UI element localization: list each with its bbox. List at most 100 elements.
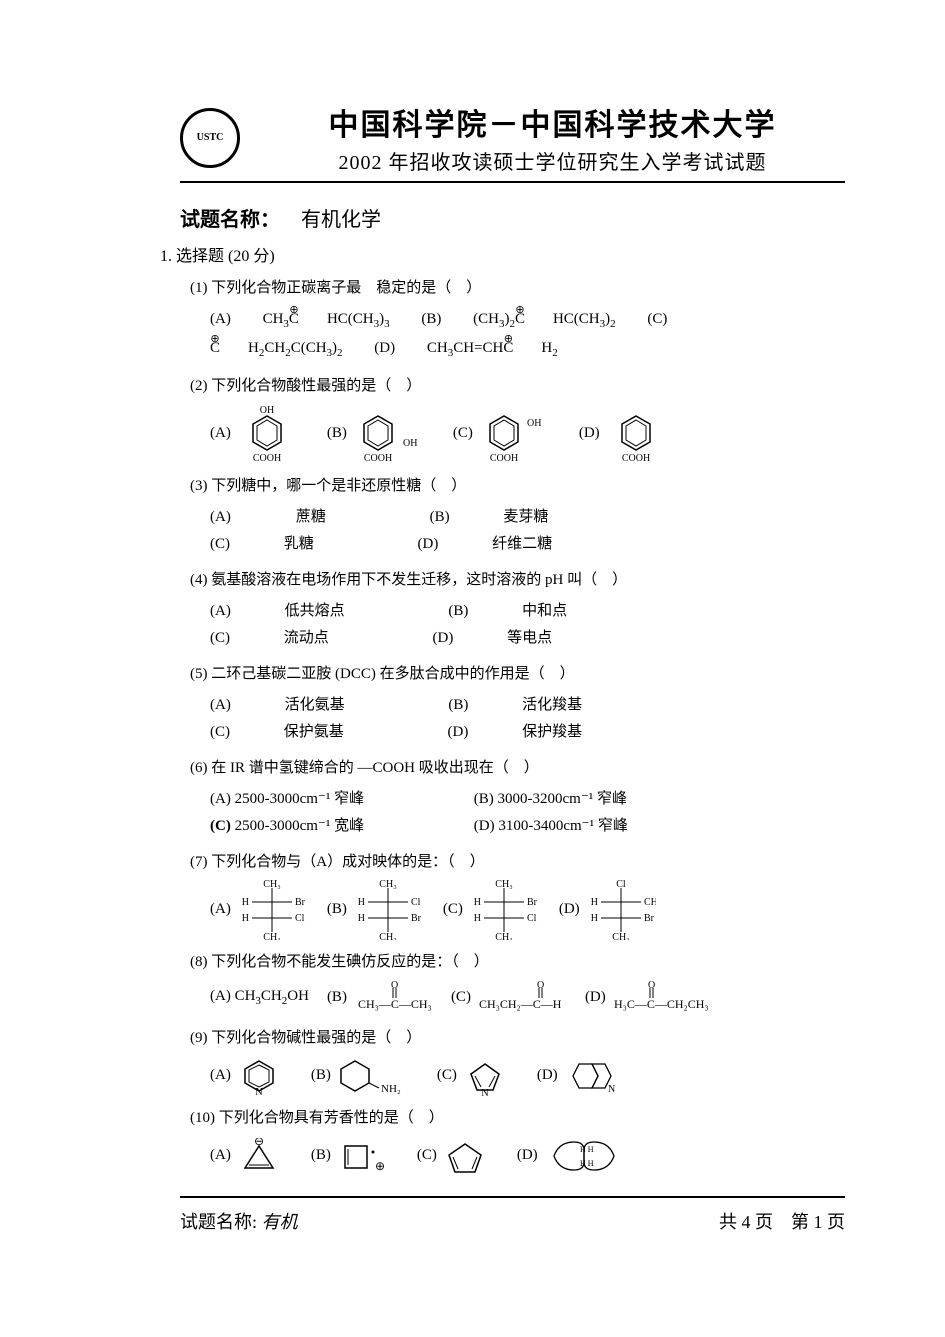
svg-text:O: O [391,980,398,991]
benzene-oh-meta-cooh-icon: OH COOH [479,404,549,464]
q7-opt-a: (A) CH₃ H Br H Cl CH₃ [210,880,307,940]
q5-options: (A) 活化氨基 (B) 活化羧基 (C) 保护氨基 (D) 保护羧基 [210,692,845,746]
cyclopentadiene-icon [443,1138,487,1174]
q6-opt-a: (A) 2500-3000cm⁻¹ 窄峰 [210,786,470,813]
benzene-cooh-icon: COOH [606,404,666,464]
footer-left-label: 试题名称: [180,1212,257,1232]
svg-text:COOH: COOH [364,453,392,464]
q-num: (8) [190,954,208,970]
svg-text:CH₃: CH₃ [263,932,280,940]
q-num: (4) [190,572,208,588]
fischer-b-icon: CH₃ H Cl H Br CH₃ [353,880,423,940]
footer: 试题名称: 有机 共 4 页 第 1 页 [180,1208,845,1234]
q-text: 下列化合物不能发生碘仿反应的是：（ ） [211,954,489,970]
svg-text:CH₃CH₂—C—H: CH₃CH₂—C—H [479,997,562,1011]
q3-opt-b: (B) 麦芽糖 [430,504,599,531]
svg-text:COOH: COOH [490,453,518,464]
q-num: (7) [190,854,208,870]
cyclohexylamine-icon: NH₂ [337,1056,407,1096]
q1-opt-b: (B) (CH3)2⊕CHC(CH3)2 [421,311,615,327]
q3-opt-d: (D) 纤维二糖 [418,531,603,558]
svg-text:H: H [242,897,249,908]
q9-opt-b: (B) NH₂ [311,1056,407,1096]
svg-text:Br: Br [295,897,306,908]
q10-opt-c: (C) [417,1138,487,1174]
q-text: 下列化合物碱性最强的是（ ） [211,1030,421,1046]
q7-opt-c: (C) CH₃ H Br H Cl CH₃ [443,880,539,940]
question-8: (8) 下列化合物不能发生碘仿反应的是：（ ） [190,950,845,974]
question-2: (2) 下列化合物酸性最强的是（ ） [190,374,845,398]
q3-opt-c: (C) 乳糖 [210,531,364,558]
svg-text:COOH: COOH [621,453,649,464]
q7-opt-b: (B) CH₃ H Cl H Br CH₃ [327,880,423,940]
svg-text:Br: Br [644,913,655,924]
svg-text:COOH: COOH [253,453,281,464]
svg-text:CH₃—C—CH₃: CH₃—C—CH₃ [358,997,432,1011]
svg-text:H: H [590,913,597,924]
svg-text:Br: Br [411,913,422,924]
q-text: 二环己基碳二亚胺 (DCC) 在多肽合成中的作用是（ ） [211,666,574,682]
svg-text:H: H [358,897,365,908]
subject-value: 有机化学 [301,209,381,231]
q-text: 氨基酸溶液在电场作用下不发生迁移，这时溶液的 pH 叫（ ） [211,572,627,588]
q6-row2: (C) 2500-3000cm⁻¹ 宽峰 (D) 3100-3400cm⁻¹ 窄… [210,813,845,840]
svg-text:CH₃: CH₃ [495,880,512,890]
q5-opt-a: (A) 活化氨基 [210,692,395,719]
butanone-icon: H₃C—C—CH₂CH₃ O [612,980,712,1016]
question-3: (3) 下列糖中，哪一个是非还原性糖（ ） [190,474,845,498]
q7-options: (A) CH₃ H Br H Cl CH₃ (B) CH₃ H Cl [210,880,845,940]
section-number: 1. [160,248,172,265]
svg-text:Cl: Cl [411,897,421,908]
q4-options: (A) 低共熔点 (B) 中和点 (C) 流动点 (D) 等电点 [210,598,845,652]
q-text: 下列化合物酸性最强的是（ ） [211,378,421,394]
svg-text:OH: OH [260,405,274,416]
question-9: (9) 下列化合物碱性最强的是（ ） [190,1026,845,1050]
propanal-icon: CH₃CH₂—C—H O [477,980,567,1016]
svg-text:Cl: Cl [616,880,626,890]
q10-options: (A) ⊖ (B) ⊕ (C) (D) [210,1136,845,1176]
q3-opt-a: (A) 蔗糖 [210,504,376,531]
q-text: 下列化合物与（A）成对映体的是：（ ） [211,854,484,870]
q2-opt-d: (D) COOH [579,404,666,464]
q9-opt-a: (A) N [210,1056,281,1096]
svg-text:⊖: ⊖ [254,1138,264,1148]
q9-opt-c: (C) N [437,1056,507,1096]
cyclopropenyl-anion-icon: ⊖ [237,1138,281,1174]
section-heading: 1. 选择题 (20 分) [160,242,845,266]
fischer-a-icon: CH₃ H Br H Cl CH₃ [237,880,307,940]
question-1: (1) 下列化合物正碳离子最 稳定的是（ ） [190,276,845,300]
svg-text:H: H [590,897,597,908]
svg-text:O: O [648,980,655,991]
institution-title: 中国科学院－中国科学技术大学 [329,100,777,144]
q8-opt-b: (B) CH₃—C—CH₃ O [327,980,433,1016]
svg-text:O: O [537,980,544,991]
svg-text:N: N [481,1088,488,1096]
q10-opt-b: (B) ⊕ [311,1138,387,1174]
footer-left-hand: 有机 [262,1212,298,1232]
q8-options: (A) CH3CH2OH (B) CH₃—C—CH₃ O (C) CH₃CH₂—… [210,980,845,1016]
svg-text:H₃C—C—CH₂CH₃: H₃C—C—CH₂CH₃ [614,997,709,1011]
q8-opt-a: (A) CH3CH2OH [210,983,309,1012]
pyrrole-icon: N [463,1056,507,1096]
q5-opt-c: (C) 保护氨基 [210,719,394,746]
q4-opt-c: (C) 流动点 [210,625,379,652]
q1-opt-d: (D) CH3CH=CH⊕CH2 [374,340,557,356]
q10-opt-d: (D) H H H H [517,1136,624,1176]
q6-opt-d: (D) 3100-3400cm⁻¹ 窄峰 [474,818,628,834]
q-num: (6) [190,760,208,776]
q-text: 下列化合物正碳离子最 稳定的是（ ） [211,280,481,296]
q9-options: (A) N (B) NH₂ (C) N (D) [210,1056,845,1096]
svg-text:CH₃: CH₃ [379,880,396,890]
q6-opt-c: (C) 2500-3000cm⁻¹ 宽峰 [210,813,470,840]
q7-opt-d: (D) Cl H CH₃ H Br CH₃ [559,880,656,940]
header-rule [180,181,845,183]
question-6: (6) 在 IR 谱中氢键缔合的 —COOH 吸收出现在（ ） [190,756,845,780]
footer-rule [180,1196,845,1198]
q10-opt-a: (A) ⊖ [210,1138,281,1174]
q3-options: (A) 蔗糖 (B) 麦芽糖 (C) 乳糖 (D) 纤维二糖 [210,504,845,558]
svg-text:H: H [242,913,249,924]
svg-text:Cl: Cl [527,913,537,924]
ustc-logo: USTC [180,108,240,168]
section-title: 选择题 (20 分) [176,248,275,265]
q9-opt-d: (D) N [537,1056,624,1096]
